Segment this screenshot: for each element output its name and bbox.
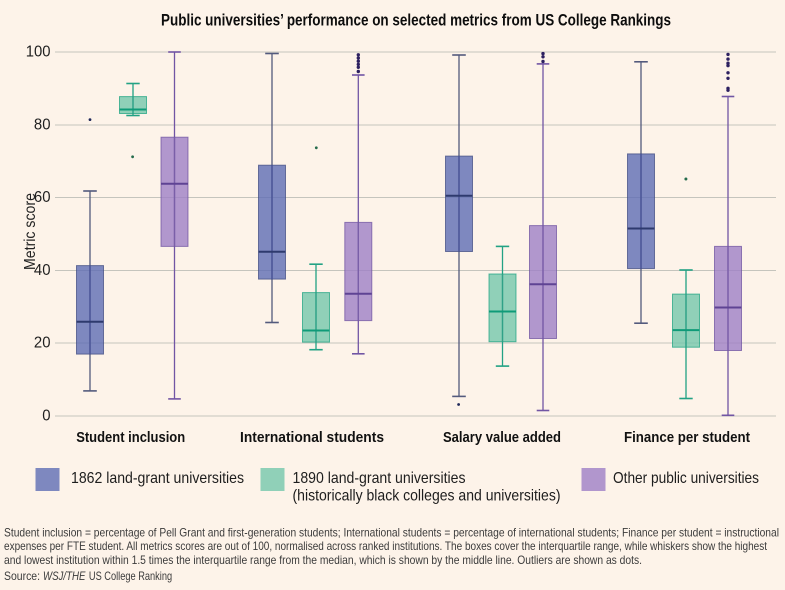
svg-text:100: 100	[26, 44, 51, 61]
svg-text:Finance per student: Finance per student	[624, 430, 750, 446]
svg-text:Source:: Source:	[4, 569, 40, 583]
svg-text:and lowest institution within: and lowest institution within 1.5 times …	[4, 553, 642, 567]
svg-text:80: 80	[34, 116, 51, 133]
svg-text:20: 20	[34, 335, 51, 352]
svg-text:Public universities’ performan: Public universities’ performance on sele…	[161, 10, 671, 29]
svg-text:(historically black colleges a: (historically black colleges and univers…	[293, 488, 561, 505]
svg-text:1890 land-grant universities: 1890 land-grant universities	[293, 470, 466, 487]
svg-text:WSJ/THE: WSJ/THE	[43, 569, 86, 583]
svg-text:40: 40	[34, 262, 51, 279]
svg-text:Salary value added: Salary value added	[443, 430, 561, 446]
svg-text:US College Ranking: US College Ranking	[89, 569, 172, 583]
svg-text:Student inclusion: Student inclusion	[76, 430, 185, 446]
svg-text:0: 0	[42, 408, 50, 425]
svg-text:Student inclusion = percentage: Student inclusion = percentage of Pell G…	[4, 525, 779, 539]
svg-text:Other public universities: Other public universities	[613, 470, 759, 487]
svg-text:Metric score: Metric score	[22, 193, 39, 270]
svg-text:International students: International students	[240, 430, 384, 446]
svg-text:60: 60	[34, 189, 51, 206]
svg-text:expenses per FTE student. All: expenses per FTE student. All metrics sc…	[4, 539, 768, 553]
svg-text:1862 land-grant universities: 1862 land-grant universities	[71, 470, 244, 487]
